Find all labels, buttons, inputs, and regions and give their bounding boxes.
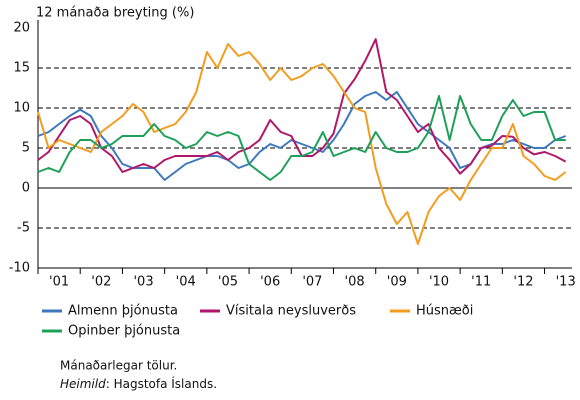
y-tick-label: 10 xyxy=(13,101,30,116)
legend-label: Almenn þjónusta xyxy=(68,304,178,319)
x-tick-label: '01 xyxy=(49,275,69,290)
series-line xyxy=(37,38,567,175)
x-tick-label: '03 xyxy=(133,275,153,290)
x-tick-label: '12 xyxy=(513,275,533,290)
note: Mánaðarlegar tölur. xyxy=(60,359,177,373)
x-tick-label: '09 xyxy=(387,275,407,290)
source-label: Heimild xyxy=(60,377,106,391)
y-tick-label: -5 xyxy=(17,221,30,236)
y-tick-label: 20 xyxy=(13,21,30,36)
x-tick-label: '07 xyxy=(302,275,322,290)
series-line xyxy=(37,91,567,181)
x-tick-label: '05 xyxy=(218,275,238,290)
x-tick-label: '02 xyxy=(91,275,111,290)
x-tick-label: '08 xyxy=(345,275,365,290)
x-tick-label: '10 xyxy=(429,275,449,290)
y-tick-label: -10 xyxy=(9,261,30,276)
y-tick-label: 15 xyxy=(13,61,30,76)
legend-label: Opinber þjónusta xyxy=(68,324,180,339)
series-line xyxy=(37,43,567,245)
series-line xyxy=(37,95,566,181)
x-tick-label: '11 xyxy=(471,275,491,290)
legend-label: Húsnæði xyxy=(416,304,473,319)
y-axis-label: 12 mánaða breyting (%) xyxy=(36,6,194,21)
source: Heimild: Hagstofa Íslands. xyxy=(60,376,217,391)
source-text: : Hagstofa Íslands. xyxy=(106,376,217,391)
legend-label: Vísitala neysluverðs xyxy=(226,304,356,319)
y-tick-label: 5 xyxy=(22,141,30,156)
x-tick-label: '04 xyxy=(176,275,196,290)
x-tick-label: '06 xyxy=(260,275,280,290)
x-tick-label: '13 xyxy=(556,275,576,290)
y-tick-label: 0 xyxy=(22,181,30,196)
